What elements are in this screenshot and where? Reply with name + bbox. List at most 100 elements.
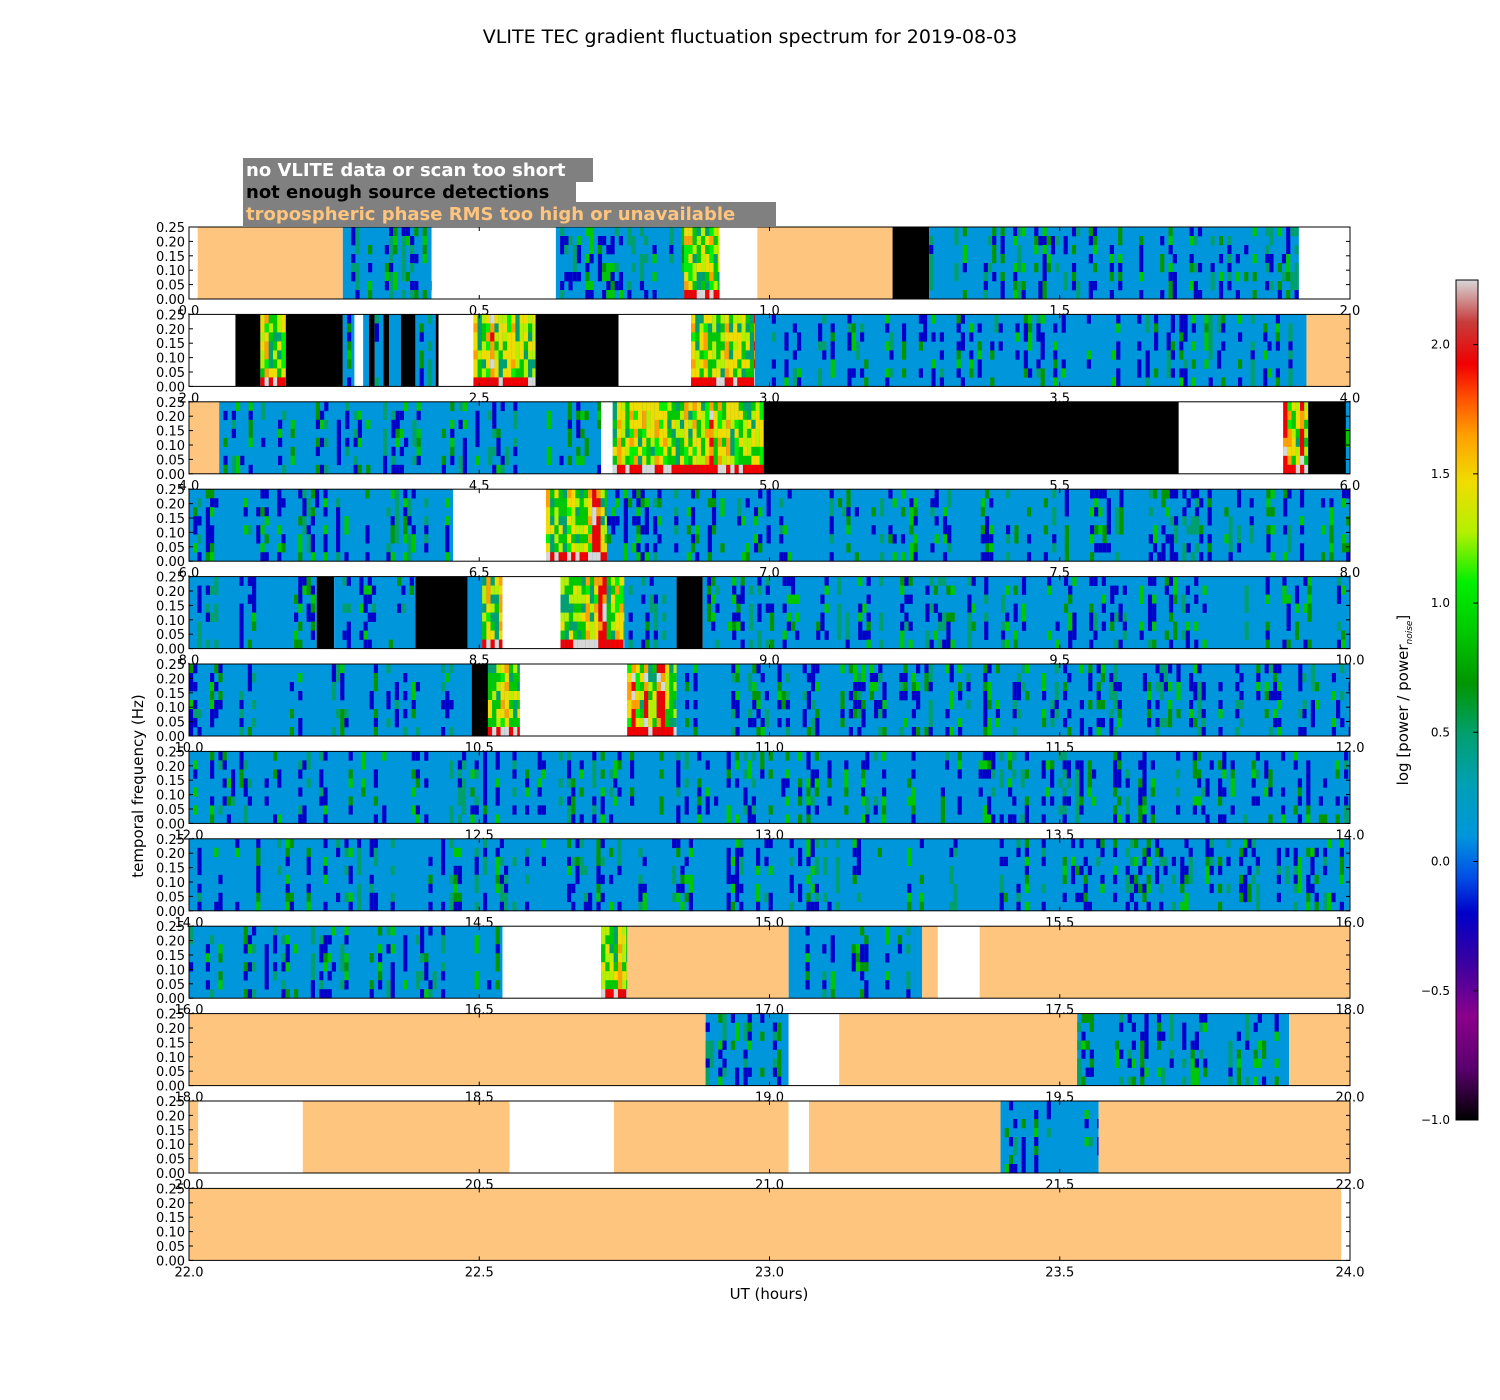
spectrum-cell <box>1310 700 1316 710</box>
spectrum-cell <box>346 621 351 631</box>
spectrum-cell <box>577 612 582 622</box>
spectrum-cell <box>210 552 215 562</box>
spectrum-cell <box>741 516 746 526</box>
spectrum-cell <box>583 507 589 517</box>
spectrum-cell <box>507 332 512 342</box>
spectrum-cell <box>690 543 696 553</box>
spectrum-cell <box>369 874 374 885</box>
spectrum-cell <box>1295 437 1301 448</box>
spectrum-cell <box>218 901 223 912</box>
spectrum-cell <box>1116 314 1121 324</box>
spectrum-cell <box>1063 576 1069 586</box>
spectrum-cell <box>499 883 504 894</box>
spectrum-cell <box>644 709 649 719</box>
spectrum-cell <box>1110 612 1115 622</box>
spectrum-cell <box>1283 507 1288 517</box>
spectrum-cell <box>658 410 664 421</box>
spectrum-cell <box>564 630 569 640</box>
spectrum-cell <box>768 901 773 912</box>
spectrum-cell <box>1169 552 1174 562</box>
spectrum-cell <box>640 489 645 499</box>
spectrum-cell <box>696 245 701 255</box>
spectrum-cell <box>306 498 311 508</box>
spectrum-cell <box>567 796 572 806</box>
spectrum-cell <box>679 464 685 475</box>
spectrum-cell <box>496 428 501 439</box>
spectrum-cell <box>1166 332 1171 342</box>
spectrum-cell <box>1027 332 1033 342</box>
spectrum-cell <box>1335 760 1340 770</box>
spectrum-cell <box>319 751 324 761</box>
spectrum-cell <box>909 543 914 553</box>
spectrum-cell <box>764 709 770 719</box>
y-tick-label: 0.15 <box>156 337 185 352</box>
spectrum-cell <box>745 359 750 369</box>
spectrum-cell <box>1285 847 1290 858</box>
spectrum-cell <box>1088 281 1093 291</box>
spectrum-cell <box>733 341 738 351</box>
spectrum-cell <box>747 428 752 439</box>
spectrum-cell <box>711 621 716 631</box>
spectrum-cell <box>610 639 616 649</box>
spectrum-cell <box>1228 534 1233 544</box>
spectrum-cell <box>675 401 680 412</box>
spectrum-cell <box>596 498 601 508</box>
spectrum-cell <box>310 585 315 595</box>
spectrum-cell <box>626 944 628 954</box>
spectrum-cell <box>1275 332 1280 342</box>
spectrum-cell <box>945 751 950 761</box>
spectrum-cell <box>273 314 278 324</box>
spectrum-cell <box>487 664 493 674</box>
spectrum-cell <box>699 350 704 360</box>
spectrum-cell <box>1304 446 1309 457</box>
spectrum-cell <box>962 254 967 264</box>
spectrum-cell <box>515 377 520 387</box>
spectrum-cell <box>351 227 356 237</box>
spectrum-cell <box>692 227 697 237</box>
y-tick-label: 0.20 <box>156 847 185 862</box>
spectrum-cell <box>1122 630 1127 640</box>
spectrum-cell <box>654 464 659 475</box>
spectrum-cell <box>753 534 759 544</box>
spectrum-cell <box>756 700 761 710</box>
spectrum-cell <box>705 464 710 475</box>
spectrum-cell <box>1298 673 1303 683</box>
spectrum-cell <box>768 865 773 876</box>
spectrum-cell <box>239 769 244 779</box>
spectrum-cell <box>415 727 420 737</box>
spectrum-cell <box>858 603 863 613</box>
spectrum-cell <box>567 401 572 412</box>
spectrum-cell <box>214 682 219 692</box>
spectrum-cell <box>903 682 908 692</box>
spectrum-cell <box>1071 281 1077 291</box>
spectrum-cell <box>1008 814 1013 824</box>
spectrum-cell <box>422 245 427 255</box>
spectrum-cell <box>554 543 559 553</box>
spectrum-cell <box>653 621 658 631</box>
y-tick-label: 0.15 <box>156 687 185 702</box>
spectrum-cell <box>515 368 520 378</box>
spectrum-cell <box>323 814 328 824</box>
spectrum-cell <box>517 718 520 728</box>
spectrum-cell <box>579 507 584 517</box>
spectrum-cell <box>319 944 324 954</box>
spectrum-cell <box>564 594 569 604</box>
spectrum-cell <box>1193 281 1198 291</box>
spectrum-cell <box>967 576 972 586</box>
spectrum-cell <box>1142 682 1148 692</box>
spectrum-cell <box>739 856 744 867</box>
spectrum-cell <box>594 594 599 604</box>
spectrum-cell <box>403 552 408 562</box>
spectrum-cell <box>931 377 936 387</box>
spectrum-cell <box>1101 594 1106 604</box>
spectrum-cell <box>1273 682 1278 692</box>
spectrum-cell <box>779 534 784 544</box>
spectrum-cell <box>617 847 622 858</box>
spectrum-cell <box>1113 682 1118 692</box>
spectrum-cell <box>648 673 653 683</box>
spectrum-cell <box>1291 428 1296 439</box>
spectrum-cell <box>707 368 713 378</box>
spectrum-cell <box>696 419 701 430</box>
spectrum-cell <box>724 377 729 387</box>
spectrum-cell <box>210 534 215 544</box>
